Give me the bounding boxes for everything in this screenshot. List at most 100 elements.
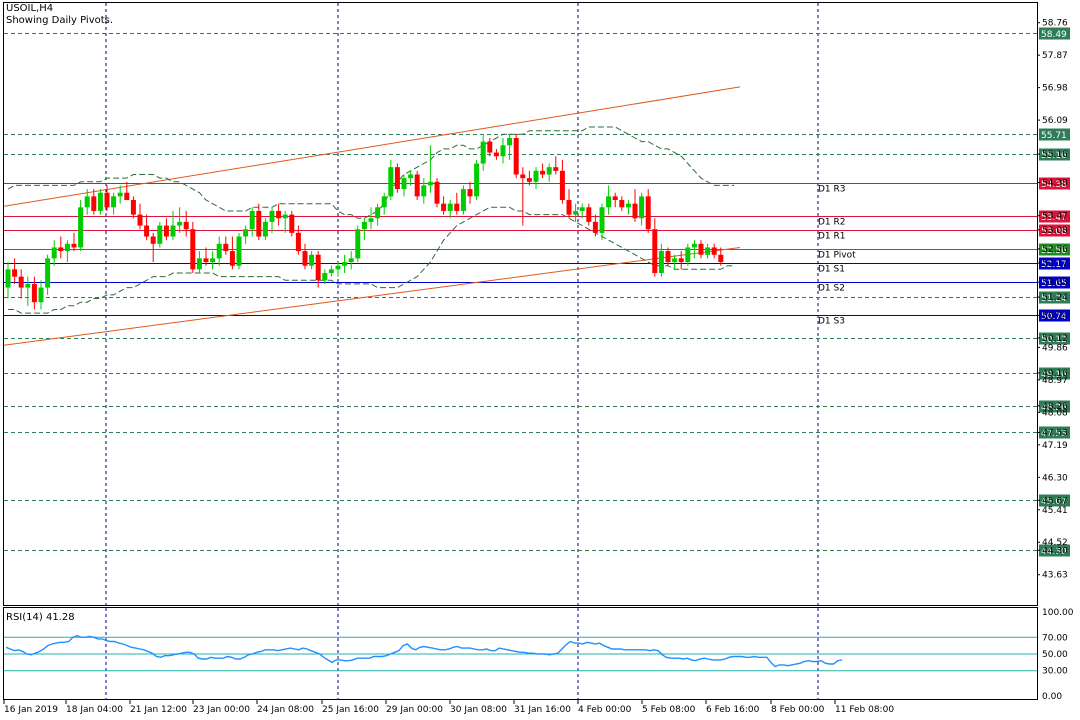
pivot-label: D1 S3 bbox=[818, 317, 845, 327]
candle-body bbox=[243, 229, 249, 237]
pivot-label: D1 Pivot bbox=[818, 251, 856, 261]
bands-layer bbox=[7, 126, 734, 314]
price-level-tag bbox=[1039, 177, 1070, 190]
candle-body bbox=[579, 207, 585, 211]
candle-body bbox=[276, 210, 282, 219]
price-level-tag bbox=[1039, 27, 1070, 40]
time-tick-label: 11 Feb 08:00 bbox=[835, 705, 894, 715]
price-tick-label: 51.65 bbox=[1042, 278, 1068, 288]
price-level-tag-label: 55.16 bbox=[1041, 151, 1067, 161]
candle-body bbox=[157, 225, 163, 244]
candle-body bbox=[526, 178, 532, 182]
candle-body bbox=[513, 137, 519, 175]
time-tick-label: 23 Jan 00:00 bbox=[193, 705, 250, 715]
candle-body bbox=[58, 247, 64, 252]
candle-body bbox=[573, 210, 579, 215]
grid-layer bbox=[105, 3, 819, 700]
time-tick-label: 25 Jan 16:00 bbox=[322, 705, 379, 715]
time-tick-label: 8 Feb 00:00 bbox=[771, 705, 825, 715]
candle-body bbox=[454, 203, 460, 211]
candle-body bbox=[553, 167, 559, 171]
candle-body bbox=[5, 269, 11, 288]
price-tick-label: 47.53 bbox=[1042, 428, 1068, 438]
price-level-tag-label: 47.53 bbox=[1041, 429, 1067, 439]
price-tick-label: 51.24 bbox=[1042, 293, 1068, 303]
pivot-labels-layer: D1 R3 D1 R2 D1 R1 D1 Pivot D1 S1 D1 S2 D1 S3 bbox=[818, 185, 856, 327]
candle-body bbox=[467, 189, 473, 197]
time-tick-label: 18 Jan 04:00 bbox=[66, 705, 123, 715]
candle-body bbox=[401, 178, 407, 190]
trendline bbox=[3, 86, 741, 207]
price-level-tag-label: 55.71 bbox=[1041, 131, 1067, 141]
price-level-tag bbox=[1039, 544, 1070, 557]
candle-body bbox=[282, 214, 288, 219]
time-tick-label: 30 Jan 08:00 bbox=[450, 705, 507, 715]
candle-body bbox=[500, 145, 506, 157]
time-tick-label: 5 Feb 08:00 bbox=[642, 705, 696, 715]
candle-body bbox=[223, 243, 229, 252]
candle-body bbox=[269, 210, 275, 222]
price-tick-label: 49.86 bbox=[1042, 343, 1068, 353]
candle-body bbox=[124, 192, 130, 201]
candle-body bbox=[203, 258, 209, 263]
rsi-tick-label: 0.00 bbox=[1042, 692, 1062, 702]
price-level-tag bbox=[1039, 276, 1070, 289]
candle-body bbox=[335, 265, 341, 270]
candle-body bbox=[289, 214, 295, 233]
candle-body bbox=[18, 276, 24, 288]
price-tick-label: 43.63 bbox=[1042, 571, 1068, 581]
candle-body bbox=[619, 200, 625, 208]
time-tick-label: 29 Jan 00:00 bbox=[386, 705, 443, 715]
candle-body bbox=[64, 243, 70, 252]
candle-body bbox=[540, 170, 546, 175]
candle-body bbox=[441, 203, 447, 211]
price-level-tag bbox=[1039, 210, 1070, 223]
candle-body bbox=[249, 210, 255, 230]
price-level-tag bbox=[1039, 494, 1070, 507]
price-tick-label: 57.87 bbox=[1042, 51, 1068, 61]
price-level-tag-label: 51.24 bbox=[1041, 294, 1067, 304]
price-tick-label: 45.41 bbox=[1042, 506, 1068, 516]
price-level-tag-label: 50.12 bbox=[1041, 335, 1067, 345]
candle-body bbox=[414, 174, 420, 197]
candle-body bbox=[31, 283, 37, 303]
price-level-tag-label: 45.67 bbox=[1041, 497, 1067, 507]
candle-body bbox=[599, 207, 605, 233]
candle-body bbox=[348, 258, 354, 263]
price-level-tag bbox=[1039, 400, 1070, 413]
candle-body bbox=[375, 207, 381, 219]
candle-body bbox=[566, 200, 572, 215]
price-tick-label: 56.09 bbox=[1042, 116, 1068, 126]
candle-body bbox=[295, 232, 301, 252]
lower-envelope-band bbox=[8, 206, 734, 314]
price-tick-label: 44.52 bbox=[1042, 538, 1068, 548]
candle-body bbox=[480, 141, 486, 164]
price-tick-label: 56.98 bbox=[1042, 84, 1068, 94]
price-level-tag bbox=[1039, 148, 1070, 161]
price-tick-label: 54.38 bbox=[1042, 179, 1068, 189]
candle-body bbox=[78, 207, 84, 248]
price-level-tag-label: 49.16 bbox=[1041, 370, 1067, 380]
price-level-tag-label: 52.17 bbox=[1041, 260, 1067, 270]
price-tick-label: 52.17 bbox=[1042, 259, 1068, 269]
candle-body bbox=[408, 174, 414, 179]
rsi-line bbox=[5, 634, 843, 668]
candle-body bbox=[691, 243, 697, 248]
price-level-tag-label: 52.56 bbox=[1041, 246, 1067, 256]
price-level-tag-label: 48.26 bbox=[1041, 403, 1067, 413]
candle-body bbox=[91, 196, 97, 211]
candle-body bbox=[658, 251, 664, 273]
candle-body bbox=[427, 181, 433, 186]
candle-body bbox=[493, 152, 499, 157]
candle-body bbox=[315, 254, 321, 281]
time-tick-label: 24 Jan 08:00 bbox=[257, 705, 314, 715]
price-tick-label: 48.26 bbox=[1042, 402, 1068, 412]
candle-body bbox=[150, 236, 156, 244]
candle-body bbox=[25, 283, 31, 288]
candle-body bbox=[546, 167, 552, 175]
candle-body bbox=[474, 163, 480, 197]
candle-body bbox=[678, 258, 684, 263]
candle-body bbox=[533, 170, 539, 182]
price-level-tag bbox=[1039, 309, 1070, 322]
price-tick-label: 48.08 bbox=[1042, 408, 1068, 418]
